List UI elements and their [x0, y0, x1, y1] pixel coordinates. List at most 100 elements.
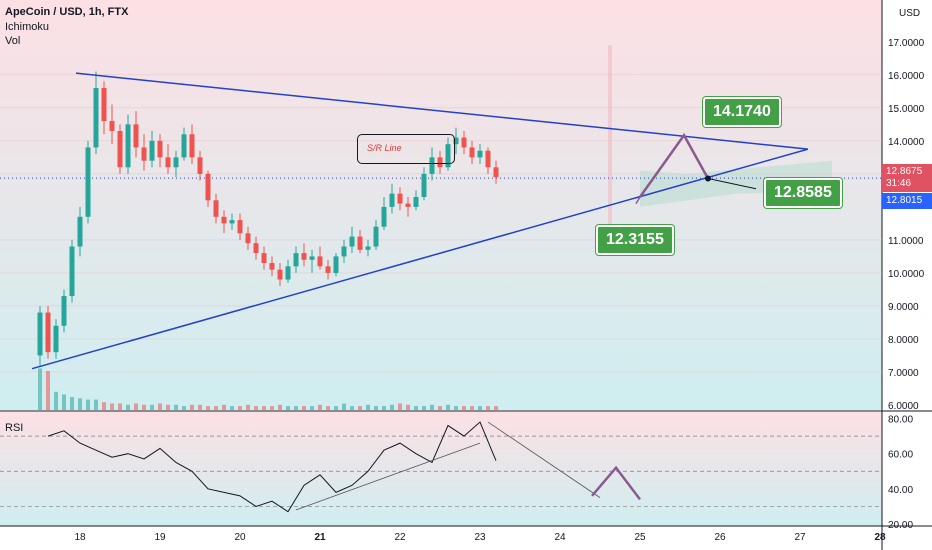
- candle-body: [37, 312, 43, 356]
- candle-body: [453, 137, 459, 145]
- candle-body: [229, 220, 235, 224]
- volume-bar: [238, 406, 242, 410]
- indicator-volume-label[interactable]: Vol: [5, 35, 21, 47]
- candle-body: [373, 226, 379, 247]
- target-mid-callout[interactable]: 12.8585: [764, 178, 842, 208]
- sr-line-callout-box[interactable]: [357, 134, 455, 164]
- symbol-title[interactable]: ApeCoin / USD, 1h, FTX: [5, 6, 129, 18]
- sr-line-label: S/R Line: [367, 143, 402, 153]
- rsi-resistance-line: [487, 421, 601, 498]
- volume-bar: [222, 404, 226, 410]
- candle-body: [253, 243, 259, 254]
- volume-bar: [310, 406, 314, 410]
- candle-body: [293, 253, 299, 267]
- volume-bar: [390, 404, 394, 410]
- candle-body: [93, 88, 99, 148]
- candle-body: [141, 147, 147, 161]
- time-tick-label: 24: [554, 532, 566, 543]
- volume-bar: [54, 391, 58, 410]
- rsi-tick-label: 40.00: [888, 485, 913, 496]
- candle-body: [53, 325, 59, 353]
- candle-body: [469, 147, 475, 158]
- candle-body: [325, 266, 331, 273]
- volume-bar: [374, 406, 378, 410]
- price-tick-label: 15.0000: [888, 104, 925, 115]
- volume-bar: [350, 406, 354, 410]
- volume-bar: [230, 406, 234, 410]
- candle-body: [125, 124, 131, 168]
- time-tick-label: 18: [74, 532, 86, 543]
- price-tick-label: 16.0000: [888, 71, 925, 82]
- last-price-value: 12.8675: [886, 166, 923, 177]
- time-tick-label: 25: [634, 532, 646, 543]
- candle-body: [397, 193, 403, 204]
- candle-body: [237, 220, 243, 234]
- indicator-ichimoku-label[interactable]: Ichimoku: [5, 21, 50, 33]
- candle-body: [173, 157, 179, 168]
- projection-start: [635, 196, 641, 204]
- candle-body: [309, 256, 315, 260]
- candle-body: [421, 173, 427, 197]
- volume-bar: [358, 406, 362, 410]
- candle-body: [133, 124, 139, 148]
- candle-body: [157, 140, 163, 158]
- price-tick-label: 17.0000: [888, 38, 925, 49]
- time-tick-label: 21: [314, 532, 326, 543]
- volume-bar: [478, 406, 482, 410]
- volume-bar: [294, 406, 298, 410]
- volume-bar: [422, 406, 426, 410]
- rsi-support-line: [295, 442, 481, 511]
- candle-body: [381, 206, 387, 227]
- candle-body: [149, 140, 155, 161]
- volume-bar: [318, 404, 322, 410]
- volume-bar: [182, 406, 186, 410]
- candle-body: [181, 134, 187, 158]
- candle-body: [197, 157, 203, 174]
- price-tick-label: 8.0000: [888, 335, 919, 346]
- time-tick-label: 19: [154, 532, 166, 543]
- candle-body: [205, 173, 211, 201]
- candle-body: [85, 147, 91, 217]
- currency-label: USD: [899, 8, 921, 19]
- price-tick-label: 7.0000: [888, 368, 919, 379]
- ichimoku-cloud: [608, 45, 832, 227]
- price-axis-bg: [882, 0, 932, 550]
- candle-body: [285, 266, 291, 280]
- volume-bar: [334, 406, 338, 410]
- candle-body: [317, 256, 323, 267]
- candle-body: [117, 130, 123, 168]
- volume-bar: [470, 406, 474, 410]
- time-tick-label: 26: [714, 532, 726, 543]
- volume-bar: [102, 402, 106, 410]
- candles: [37, 71, 499, 366]
- volume-bar: [302, 406, 306, 410]
- cloud-area: [640, 160, 832, 207]
- target-low-callout[interactable]: 12.3155: [596, 225, 674, 255]
- volume-bar: [78, 398, 82, 410]
- volume-bar: [158, 403, 162, 410]
- candle-body: [341, 246, 347, 257]
- time-tick-label: 22: [394, 532, 406, 543]
- rsi-tick-label: 60.00: [888, 450, 913, 461]
- candle-body: [357, 236, 363, 250]
- candle-body: [301, 253, 307, 260]
- volume-bar: [406, 404, 410, 410]
- indicator-rsi-label[interactable]: RSI: [5, 422, 24, 434]
- candle-body: [245, 233, 251, 244]
- candle-body: [213, 200, 219, 217]
- volume-bar: [454, 406, 458, 410]
- candle-body: [461, 137, 467, 148]
- volume-bar: [414, 406, 418, 410]
- candle-body: [365, 246, 371, 250]
- volume-bar: [486, 406, 490, 410]
- time-tick-label: 27: [794, 532, 806, 543]
- volume-bar: [142, 404, 146, 410]
- target-high-callout[interactable]: 14.1740: [703, 97, 781, 127]
- volume-bar: [198, 404, 202, 410]
- volume-bar: [366, 404, 370, 410]
- candle-body: [445, 144, 451, 168]
- price-tick-label: 9.0000: [888, 302, 919, 313]
- candle-body: [221, 216, 227, 224]
